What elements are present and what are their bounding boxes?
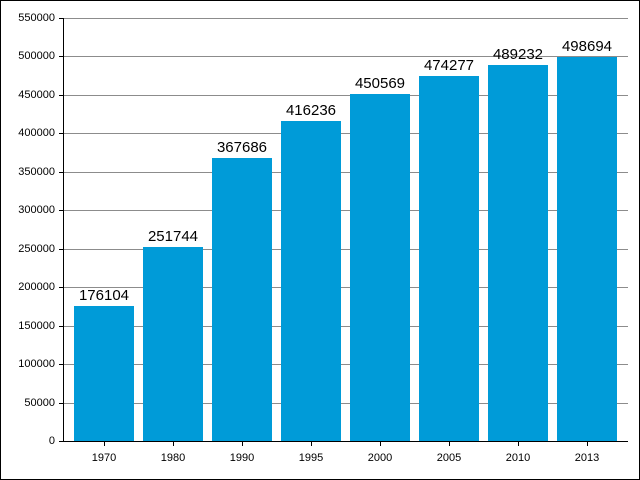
x-tick-label: 1995	[298, 452, 324, 464]
x-tick	[242, 442, 243, 446]
bar-2010	[488, 65, 548, 441]
data-label: 416236	[285, 102, 337, 119]
y-tick-label: 100000	[18, 358, 55, 370]
gridline	[64, 287, 628, 288]
bar-1995	[281, 121, 341, 441]
bar-2005	[419, 76, 479, 441]
y-tick-label: 300000	[18, 204, 55, 216]
bar-1970	[74, 306, 134, 441]
y-tick-label: 550000	[18, 12, 55, 24]
y-tick	[59, 364, 63, 365]
y-tick-label: 250000	[18, 243, 55, 255]
y-tick	[59, 210, 63, 211]
gridline	[64, 249, 628, 250]
y-tick-label: 200000	[18, 281, 55, 293]
gridline	[64, 18, 628, 19]
y-tick	[59, 287, 63, 288]
gridline	[64, 326, 628, 327]
y-tick	[59, 18, 63, 19]
y-tick	[59, 326, 63, 327]
gridline	[64, 133, 628, 134]
x-tick-label: 2013	[574, 452, 600, 464]
data-label: 367686	[216, 139, 268, 156]
bar-1980	[143, 247, 203, 441]
x-tick-label: 1980	[160, 452, 186, 464]
data-label: 176104	[78, 287, 130, 304]
y-tick	[59, 403, 63, 404]
y-tick-label: 0	[48, 435, 55, 447]
y-tick-label: 150000	[18, 320, 55, 332]
x-tick	[311, 442, 312, 446]
y-tick	[59, 172, 63, 173]
gridline	[64, 364, 628, 365]
data-label: 474277	[423, 57, 475, 74]
data-label: 450569	[354, 75, 406, 92]
x-tick-label: 1970	[91, 452, 117, 464]
x-tick-label: 2005	[436, 452, 462, 464]
y-tick	[59, 441, 63, 442]
y-tick	[59, 56, 63, 57]
x-tick	[173, 442, 174, 446]
y-tick-label: 450000	[18, 89, 55, 101]
gridline	[64, 172, 628, 173]
bar-2013	[557, 57, 617, 441]
x-tick-label: 2000	[367, 452, 393, 464]
y-tick	[59, 95, 63, 96]
y-tick-label: 400000	[18, 127, 55, 139]
y-axis	[63, 18, 64, 442]
y-tick	[59, 249, 63, 250]
bar-1990	[212, 158, 272, 441]
data-label: 498694	[561, 38, 613, 55]
gridline	[64, 210, 628, 211]
y-tick	[59, 133, 63, 134]
data-label: 251744	[147, 228, 199, 245]
x-tick	[104, 442, 105, 446]
gridline	[64, 95, 628, 96]
data-label: 489232	[492, 46, 544, 63]
x-tick-label: 2010	[505, 452, 531, 464]
y-tick-label: 50000	[24, 397, 55, 409]
x-tick	[587, 442, 588, 446]
y-tick-label: 350000	[18, 166, 55, 178]
x-tick	[449, 442, 450, 446]
x-tick	[518, 442, 519, 446]
x-tick	[380, 442, 381, 446]
x-axis	[63, 441, 628, 442]
y-tick-label: 500000	[18, 50, 55, 62]
x-tick-label: 1990	[229, 452, 255, 464]
bar-2000	[350, 94, 410, 441]
gridline	[64, 403, 628, 404]
gridline	[64, 56, 628, 57]
